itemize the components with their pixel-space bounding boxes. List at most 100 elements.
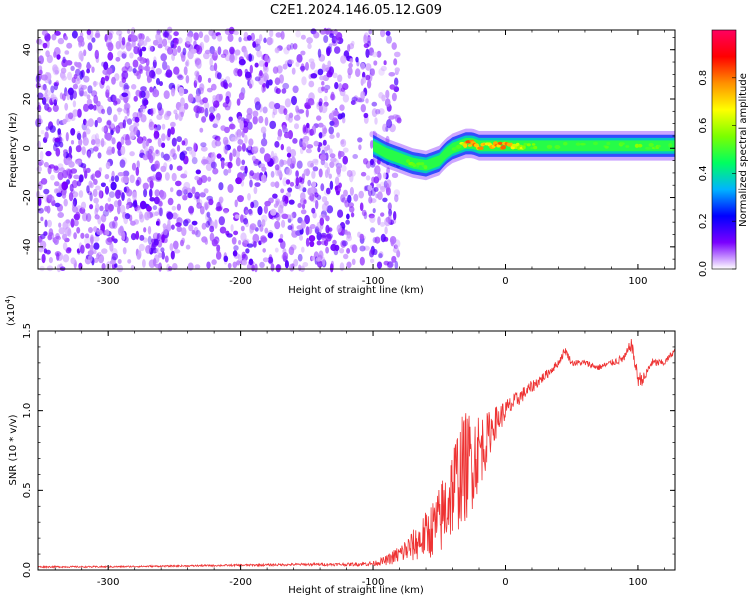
spectrogram-noise-cell — [394, 51, 401, 58]
spectrogram-noise-cell — [52, 66, 60, 76]
spectrogram-noise-cell — [110, 181, 117, 191]
spectrogram-noise-cell — [179, 151, 186, 161]
spectrogram-noise-cell — [104, 203, 110, 212]
spectrogram-noise-layer — [35, 26, 402, 273]
spectrogram-noise-cell — [312, 166, 319, 172]
snr-series-line — [38, 338, 676, 569]
spectrogram-noise-cell — [76, 227, 81, 234]
spectrogram-noise-cell — [196, 202, 202, 209]
spectrogram-noise-cell — [135, 230, 140, 240]
spectrogram-noise-cell — [296, 225, 303, 230]
spectrogram-noise-cell — [375, 108, 381, 115]
spectrogram-noise-cell — [156, 78, 160, 85]
spectrogram-noise-cell — [332, 239, 337, 245]
spectrogram-noise-cell — [306, 37, 313, 44]
signal-peak — [593, 141, 598, 146]
spectrogram-noise-cell — [136, 160, 140, 169]
spectrogram-noise-cell — [221, 159, 225, 169]
spectrogram-noise-cell — [262, 248, 267, 253]
spectrogram-noise-cell — [138, 38, 144, 46]
spectrogram-noise-cell — [213, 50, 218, 57]
snr-y-tick-label: 0.0 — [22, 562, 33, 578]
spectrogram-noise-cell — [153, 56, 157, 63]
spectrogram-noise-cell — [386, 35, 392, 44]
spectrogram-noise-cell — [62, 242, 68, 251]
spectrogram-noise-cell — [289, 149, 297, 158]
spectrogram-noise-cell — [234, 214, 240, 219]
spectrogram-noise-cell — [254, 101, 261, 111]
spectrogram-noise-cell — [105, 132, 112, 141]
spectrogram-noise-cell — [316, 231, 322, 241]
spectrogram-noise-cell — [309, 240, 315, 247]
spectrogram-noise-cell — [144, 90, 150, 99]
spectrogram-noise-cell — [173, 39, 179, 45]
spectrogram-noise-cell — [76, 180, 82, 187]
spectrogram-noise-cell — [43, 231, 48, 237]
spectrogram-noise-cell — [208, 198, 214, 206]
spectrogram-noise-cell — [274, 164, 280, 171]
spectrogram-noise-cell — [185, 75, 190, 84]
spectrogram-noise-cell — [227, 184, 234, 193]
spectrogram-noise-cell — [62, 56, 66, 64]
spectrogram-noise-cell — [229, 53, 235, 64]
spectrogram-noise-cell — [188, 205, 195, 214]
spectrogram-noise-cell — [47, 219, 52, 228]
spectrogram-noise-cell — [93, 104, 97, 111]
spectrogram-noise-cell — [259, 224, 264, 233]
spectrogram-noise-cell — [237, 254, 242, 261]
spectrogram-noise-cell — [250, 32, 255, 42]
spectrogram-noise-cell — [124, 61, 131, 70]
colorbar-frame — [711, 29, 737, 270]
spectrogram-noise-cell — [153, 130, 160, 139]
spectrogram-noise-cell — [117, 259, 122, 264]
spectrogram-noise-cell — [264, 116, 269, 126]
spectrogram-noise-cell — [313, 140, 319, 147]
spectrogram-noise-cell — [342, 147, 349, 153]
spectrogram-noise-cell — [376, 261, 383, 269]
spectrogram-noise-cell — [282, 124, 287, 132]
snr-x-ticks: -300 -200 -100 0 100 — [54, 331, 665, 588]
spectrogram-noise-cell — [383, 60, 387, 66]
spectrogram-noise-cell — [369, 215, 376, 223]
spectrogram-noise-cell — [254, 146, 259, 152]
spectrogram-noise-cell — [67, 87, 74, 96]
spectrogram-noise-cell — [93, 226, 98, 233]
spectrogram-noise-cell — [120, 136, 125, 145]
spectrogram-noise-cell — [46, 205, 51, 214]
spectrogram-noise-cell — [108, 204, 114, 212]
spectrogram-noise-cell — [305, 61, 309, 71]
spectrogram-noise-cell — [248, 258, 254, 266]
colorbar-gradient — [712, 30, 736, 269]
spectrogram-noise-cell — [290, 42, 294, 50]
spectrogram-noise-cell — [341, 197, 349, 204]
spectrogram-noise-cell — [280, 240, 286, 250]
spectrogram-noise-cell — [343, 189, 348, 197]
spectrogram-noise-cell — [218, 216, 225, 226]
spectrogram-noise-cell — [223, 255, 229, 262]
spectrogram-noise-cell — [193, 105, 200, 113]
spectrogram-noise-cell — [54, 47, 61, 57]
spectrogram-noise-cell — [292, 138, 298, 144]
spectrogram-noise-cell — [260, 138, 268, 147]
spectrogram-noise-cell — [249, 64, 253, 74]
spectrogram-noise-cell — [292, 43, 298, 50]
spectrogram-noise-cell — [383, 260, 390, 266]
spectrogram-noise-cell — [191, 220, 198, 226]
spectrogram-noise-cell — [326, 71, 333, 78]
spectrogram-noise-cell — [80, 244, 85, 254]
spectrogram-noise-cell — [40, 216, 44, 222]
spectrogram-noise-cell — [355, 68, 361, 77]
signal-peak — [579, 142, 586, 146]
spectrogram-noise-cell — [302, 124, 307, 133]
spectrogram-noise-cell — [110, 123, 115, 129]
spectrogram-noise-cell — [129, 174, 135, 184]
spectrogram-noise-cell — [71, 30, 78, 39]
spectrogram-noise-cell — [311, 170, 316, 179]
spectrogram-noise-cell — [68, 145, 73, 155]
spectrogram-noise-cell — [243, 238, 250, 244]
spectrogram-noise-cell — [284, 260, 289, 269]
spectrogram-noise-cell — [308, 235, 316, 242]
spectrogram-noise-cell — [145, 245, 152, 254]
spectrogram-noise-cell — [107, 32, 113, 40]
